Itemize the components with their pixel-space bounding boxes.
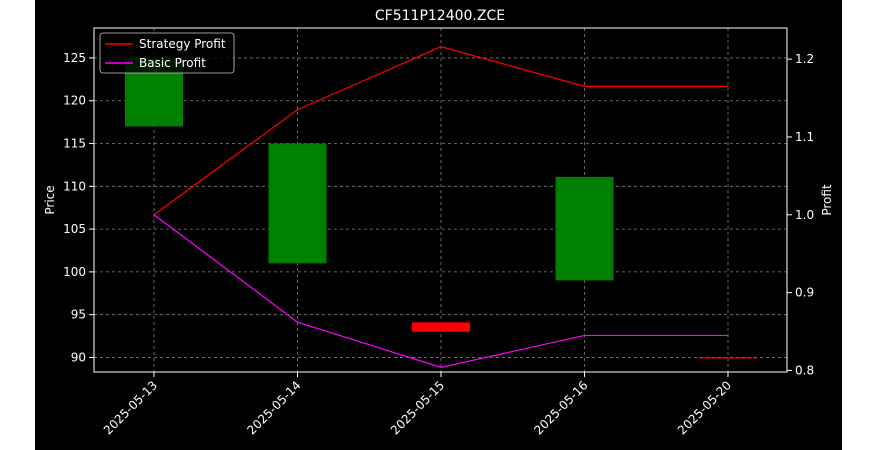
candle-2025-05-20: [699, 357, 757, 359]
candle-2025-05-14: [268, 143, 327, 264]
y-axis-left: 90 95 100 105 110 115 120 125: [63, 51, 94, 364]
y-axis-left-label: Price: [43, 185, 57, 214]
grid: [94, 28, 787, 372]
candles: [125, 57, 757, 359]
y-left-tick-label: 120: [63, 94, 86, 108]
series-strategy-profit: [153, 46, 728, 216]
legend-box: [99, 32, 235, 74]
candle-2025-05-16: [555, 176, 614, 281]
legend-label: Strategy Profit: [139, 37, 226, 51]
y-axis-right: 0.8 0.9 1.0 1.1 1.2: [787, 52, 814, 377]
y-left-tick-label: 90: [71, 350, 86, 364]
y-right-tick-label: 1.2: [795, 52, 814, 66]
y-left-tick-label: 95: [71, 308, 86, 322]
chart-title: CF511P12400.ZCE: [375, 8, 505, 24]
y-right-tick-label: 0.8: [795, 363, 814, 377]
y-right-tick-label: 0.9: [795, 286, 814, 300]
y-right-tick-label: 1.1: [795, 130, 814, 144]
y-axis-right-label: Profit: [820, 184, 834, 216]
candle-2025-05-15: [412, 322, 470, 332]
legend: Strategy Profit Basic Profit: [99, 32, 235, 74]
y-left-tick-label: 110: [63, 179, 86, 193]
y-left-tick-label: 125: [63, 51, 86, 65]
series-basic-profit: [153, 214, 728, 368]
profit-lines: [153, 46, 728, 368]
y-left-tick-label: 115: [63, 137, 86, 151]
y-left-tick-label: 100: [63, 265, 86, 279]
y-left-tick-label: 105: [63, 222, 86, 236]
legend-label: Basic Profit: [139, 56, 206, 70]
y-right-tick-label: 1.0: [795, 208, 814, 222]
